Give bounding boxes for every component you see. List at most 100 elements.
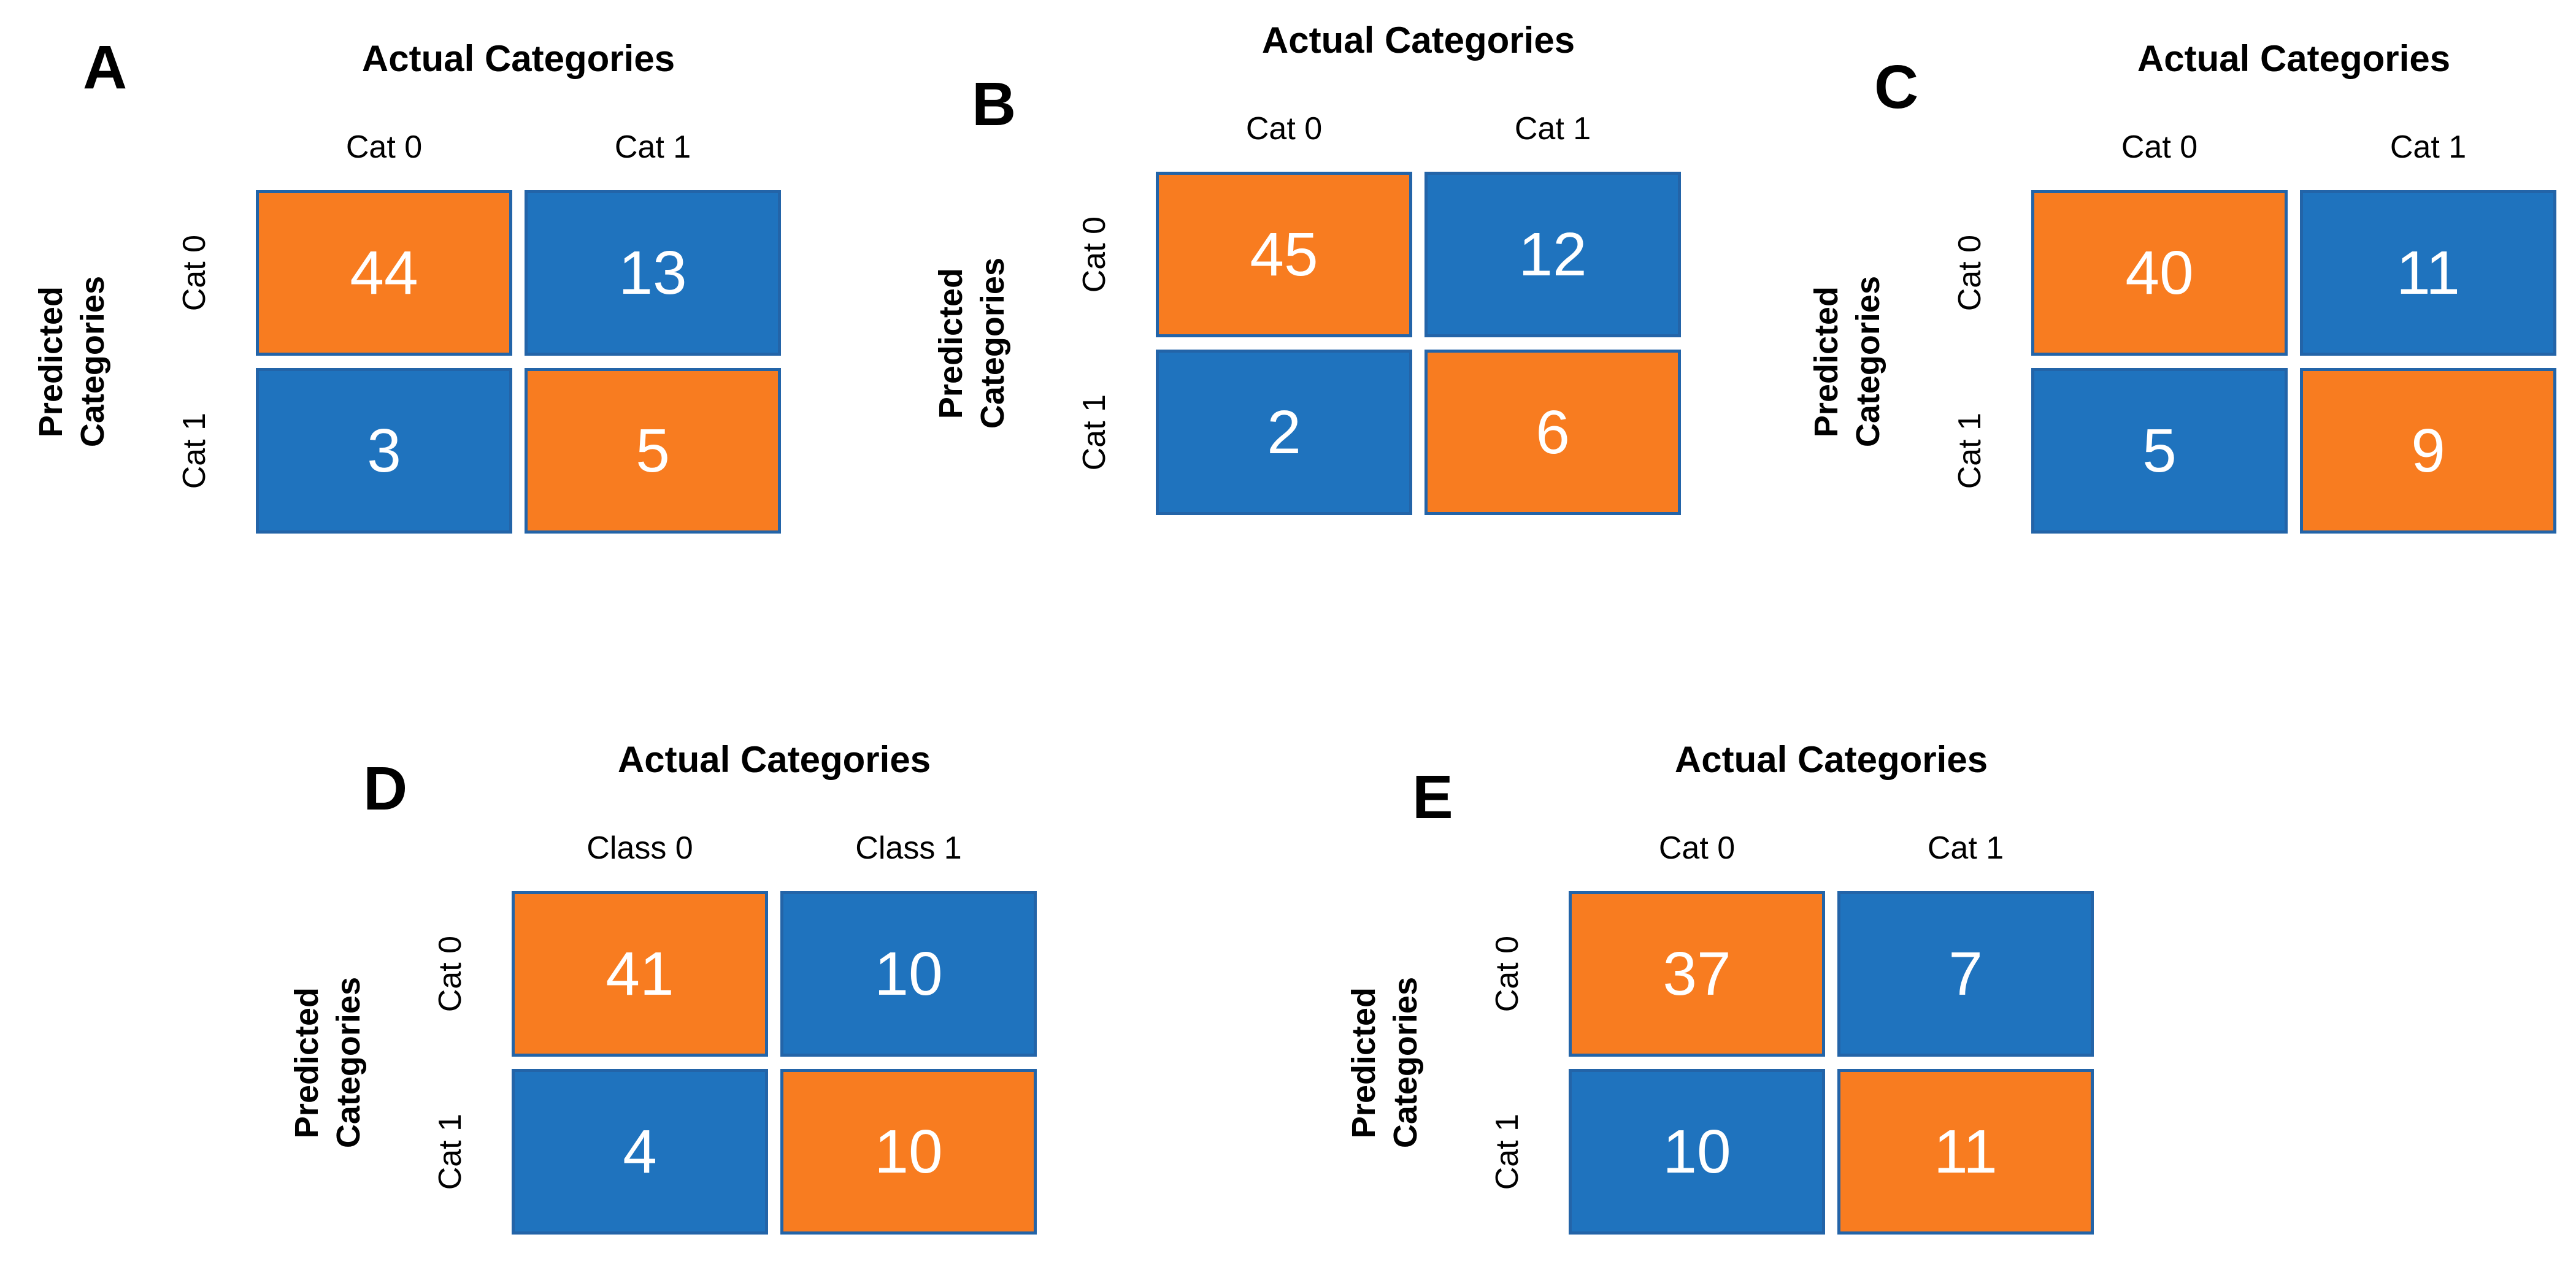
row-label-1: Cat 1 <box>1490 1113 1525 1190</box>
row-label-0: Cat 0 <box>1952 234 1988 312</box>
row-labels: Cat 0 Cat 1 <box>1421 891 1569 1235</box>
matrix-cell-r1c1: 6 <box>1424 350 1681 515</box>
column-labels: Cat 0 Cat 1 <box>1156 86 1681 172</box>
x-axis-title: Actual Categories <box>2137 37 2451 79</box>
y-axis-title: Predicted Categories <box>932 172 1011 515</box>
confusion-matrix-panel-a: A Actual Categories Cat 0 Cat 1 Predicte… <box>33 12 781 534</box>
panel-e-grid: Actual Categories Cat 0 Cat 1 Predicted … <box>1345 713 2094 1235</box>
panel-letter-d: D <box>363 754 408 823</box>
row-labels: Cat 0 Cat 1 <box>109 190 256 534</box>
matrix-cell-r1c1: 9 <box>2300 368 2556 534</box>
column-label-0: Cat 0 <box>1245 111 1323 147</box>
x-axis-title: Actual Categories <box>1261 19 1575 61</box>
confusion-matrix-panel-e: E Actual Categories Cat 0 Cat 1 Predicte… <box>1345 713 2094 1235</box>
panel-b-grid: Actual Categories Cat 0 Cat 1 Predicted … <box>932 0 1681 515</box>
column-label-0: Cat 0 <box>1658 830 1736 866</box>
cell-value: 44 <box>350 239 418 307</box>
matrix-cell-r0c0: 37 <box>1569 891 1825 1057</box>
row-labels: Cat 0 Cat 1 <box>1009 172 1156 515</box>
matrix-cell-r0c1: 7 <box>1837 891 2094 1057</box>
column-label-1: Cat 1 <box>614 129 691 165</box>
column-labels: Cat 0 Cat 1 <box>2031 104 2556 190</box>
column-label-0: Cat 0 <box>2121 129 2198 165</box>
confusion-matrix: 37 7 10 11 <box>1569 891 2094 1235</box>
cell-value: 12 <box>1518 220 1587 289</box>
row-label-1: Cat 1 <box>1952 412 1988 489</box>
y-axis-title-line-2: Categories <box>74 276 111 448</box>
row-label-1: Cat 1 <box>433 1113 468 1190</box>
row-label-1: Cat 1 <box>177 412 212 489</box>
matrix-cell-r0c1: 11 <box>2300 190 2556 356</box>
cell-value: 37 <box>1663 940 1731 1008</box>
y-axis-title: Predicted Categories <box>33 190 111 534</box>
confusion-matrix: 44 13 3 5 <box>256 190 781 534</box>
column-labels: Cat 0 Cat 1 <box>256 104 781 190</box>
panel-letter-c: C <box>1874 53 1919 121</box>
panel-letter-b: B <box>972 70 1017 139</box>
cell-value: 11 <box>1934 1117 1997 1186</box>
matrix-cell-r0c1: 12 <box>1424 172 1681 337</box>
y-axis-title-line-1: Predicted <box>1345 987 1382 1139</box>
panel-letter-a: A <box>83 33 128 102</box>
row-label-0: Cat 0 <box>1077 216 1112 293</box>
y-axis-title-line-1: Predicted <box>932 267 969 419</box>
matrix-cell-r0c1: 10 <box>780 891 1037 1057</box>
confusion-matrix-panel-b: B Actual Categories Cat 0 Cat 1 Predicte… <box>932 0 1681 515</box>
x-axis-title: Actual Categories <box>617 738 931 780</box>
y-axis-title: Predicted Categories <box>288 891 367 1235</box>
y-axis-title-line-2: Categories <box>974 258 1011 429</box>
cell-value: 7 <box>1948 940 1983 1008</box>
cell-value: 41 <box>606 940 674 1008</box>
panel-c-grid: Actual Categories Cat 0 Cat 1 Predicted … <box>1808 12 2556 534</box>
matrix-cell-r1c1: 11 <box>1837 1069 2094 1235</box>
cell-value: 45 <box>1250 220 1318 289</box>
panel-letter-e: E <box>1412 763 1453 832</box>
matrix-cell-r1c0: 3 <box>256 368 512 534</box>
y-axis-title: Predicted Categories <box>1808 190 1886 534</box>
confusion-matrix-panel-c: C Actual Categories Cat 0 Cat 1 Predicte… <box>1808 12 2556 534</box>
y-axis-title-line-2: Categories <box>330 977 367 1149</box>
cell-value: 9 <box>2411 416 2445 485</box>
matrix-cell-r1c0: 10 <box>1569 1069 1825 1235</box>
column-labels: Class 0 Class 1 <box>512 805 1037 891</box>
cell-value: 5 <box>636 416 670 485</box>
cell-value: 3 <box>367 416 401 485</box>
cell-value: 10 <box>874 1117 943 1186</box>
y-axis-title-line-2: Categories <box>1387 977 1424 1149</box>
confusion-matrix: 40 11 5 9 <box>2031 190 2556 534</box>
column-label-1: Cat 1 <box>2390 129 2467 165</box>
y-axis-title: Predicted Categories <box>1345 891 1424 1235</box>
x-axis-title: Actual Categories <box>1674 738 1988 780</box>
y-axis-title-line-1: Predicted <box>1808 286 1845 438</box>
row-labels: Cat 0 Cat 1 <box>364 891 512 1235</box>
cell-value: 4 <box>623 1117 657 1186</box>
column-labels: Cat 0 Cat 1 <box>1569 805 2094 891</box>
cell-value: 5 <box>2142 416 2177 485</box>
column-label-1: Cat 1 <box>1927 830 2004 866</box>
column-label-0: Class 0 <box>586 830 693 866</box>
confusion-matrix-panel-d: D Actual Categories Class 0 Class 1 Pred… <box>288 713 1037 1235</box>
matrix-cell-r1c1: 10 <box>780 1069 1037 1235</box>
row-label-0: Cat 0 <box>433 935 468 1013</box>
cell-value: 10 <box>1663 1117 1731 1186</box>
row-label-0: Cat 0 <box>1490 935 1525 1013</box>
column-label-1: Cat 1 <box>1514 111 1591 147</box>
cell-value: 13 <box>618 239 687 307</box>
matrix-cell-r0c0: 40 <box>2031 190 2288 356</box>
matrix-cell-r1c0: 5 <box>2031 368 2288 534</box>
row-labels: Cat 0 Cat 1 <box>1884 190 2031 534</box>
row-label-1: Cat 1 <box>1077 394 1112 471</box>
panel-d-grid: Actual Categories Class 0 Class 1 Predic… <box>288 713 1037 1235</box>
matrix-cell-r1c0: 4 <box>512 1069 768 1235</box>
cell-value: 10 <box>874 940 943 1008</box>
matrix-cell-r1c0: 2 <box>1156 350 1412 515</box>
matrix-cell-r0c1: 13 <box>525 190 781 356</box>
y-axis-title-line-1: Predicted <box>288 987 325 1139</box>
column-label-1: Class 1 <box>855 830 962 866</box>
confusion-matrix: 45 12 2 6 <box>1156 172 1681 515</box>
matrix-cell-r0c0: 44 <box>256 190 512 356</box>
matrix-cell-r0c0: 41 <box>512 891 768 1057</box>
cell-value: 40 <box>2125 239 2194 307</box>
confusion-matrix: 41 10 4 10 <box>512 891 1037 1235</box>
cell-value: 2 <box>1267 398 1301 467</box>
